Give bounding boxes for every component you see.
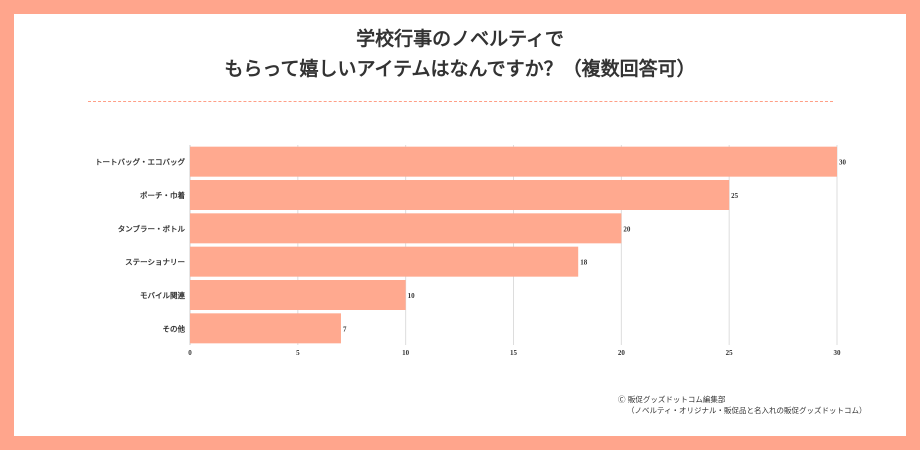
x-tick-label: 25 — [726, 349, 734, 357]
x-tick-label: 20 — [618, 349, 626, 357]
bar — [190, 280, 406, 310]
data-label: 10 — [408, 292, 416, 300]
bar — [190, 146, 837, 177]
data-label: 25 — [731, 192, 739, 200]
data-label: 7 — [343, 325, 347, 333]
category-label: その他 — [163, 323, 186, 333]
chart-title-line2: もらって嬉しいアイテムはなんですか？（複数回答可） — [224, 58, 696, 80]
bar — [190, 213, 622, 244]
credit-line2: （ノベルティ・オリジナル・販促品と名入れの販促グッズドットコム） — [627, 406, 867, 415]
data-label: 30 — [839, 159, 847, 167]
chart-title: 学校行事のノベルティで もらって嬉しいアイテムはなんですか？（複数回答可） — [0, 24, 920, 84]
data-labels: 30 25 20 18 10 7 — [343, 159, 847, 334]
category-label: トートバッグ・エコバッグ — [95, 157, 185, 167]
x-tick-label: 15 — [510, 349, 518, 357]
category-label: ポーチ・巾着 — [140, 190, 185, 200]
bar — [190, 246, 579, 277]
credit: Ⓒ 販促グッズドットコム編集部 （ノベルティ・オリジナル・販促品と名入れの販促グ… — [618, 394, 867, 416]
data-label: 20 — [623, 225, 631, 233]
title-divider — [88, 101, 833, 102]
bar — [190, 180, 730, 210]
credit-line1: Ⓒ 販促グッズドットコム編集部 — [618, 395, 726, 404]
x-tick-label: 0 — [188, 349, 192, 357]
bar — [190, 313, 341, 344]
category-labels: トートバッグ・エコバッグポーチ・巾着タンブラー・ボトルステーショナリーモバイル関… — [95, 157, 185, 334]
x-axis-ticks: 0 5 10 15 20 25 30 — [188, 349, 841, 357]
chart-title-line1: 学校行事のノベルティで — [356, 28, 564, 50]
grid-lines — [189, 145, 838, 345]
x-tick-label: 30 — [834, 349, 842, 357]
bars — [190, 146, 837, 344]
x-tick-label: 10 — [402, 349, 410, 357]
category-label: タンブラー・ボトル — [118, 223, 186, 233]
x-tick-label: 5 — [296, 349, 300, 357]
data-label: 18 — [580, 259, 588, 267]
category-label: ステーショナリー — [125, 258, 185, 267]
category-label: モバイル関連 — [140, 290, 185, 300]
